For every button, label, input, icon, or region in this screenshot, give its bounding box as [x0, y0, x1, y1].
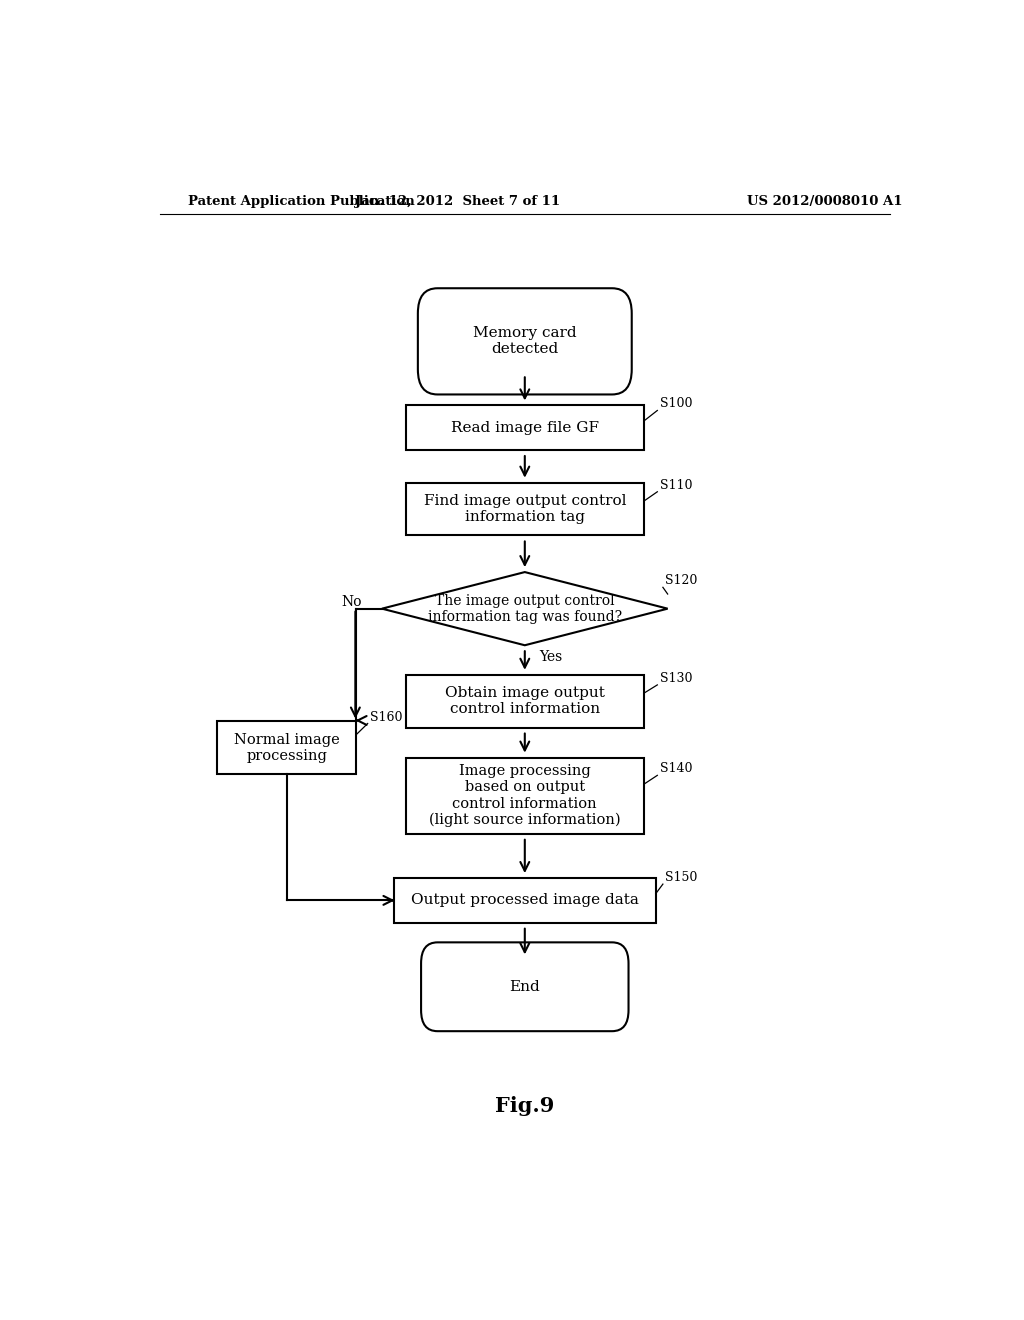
Text: Find image output control
information tag: Find image output control information ta… — [424, 494, 626, 524]
Text: S130: S130 — [659, 672, 692, 685]
Text: Patent Application Publication: Patent Application Publication — [187, 194, 415, 207]
Text: No: No — [342, 594, 362, 609]
Bar — [406, 405, 644, 450]
Polygon shape — [382, 572, 668, 645]
Text: Jan. 12, 2012  Sheet 7 of 11: Jan. 12, 2012 Sheet 7 of 11 — [354, 194, 560, 207]
Text: S160: S160 — [370, 710, 402, 723]
Text: Image processing
based on output
control information
(light source information): Image processing based on output control… — [429, 764, 621, 828]
Text: S100: S100 — [659, 397, 692, 411]
Text: S120: S120 — [666, 574, 697, 587]
Text: S140: S140 — [659, 763, 692, 775]
Text: S150: S150 — [666, 871, 697, 884]
Text: Memory card
detected: Memory card detected — [473, 326, 577, 356]
Bar — [406, 758, 644, 834]
FancyBboxPatch shape — [418, 288, 632, 395]
Text: Normal image
processing: Normal image processing — [233, 733, 340, 763]
Bar — [394, 878, 655, 923]
Text: Yes: Yes — [539, 651, 562, 664]
Text: Output processed image data: Output processed image data — [411, 894, 639, 907]
Text: End: End — [509, 979, 541, 994]
Text: The image output control
information tag was found?: The image output control information tag… — [428, 594, 622, 624]
Text: Read image file GF: Read image file GF — [451, 421, 599, 434]
Text: S110: S110 — [659, 479, 692, 492]
Bar — [217, 722, 356, 775]
Text: Fig.9: Fig.9 — [496, 1096, 554, 1115]
FancyBboxPatch shape — [421, 942, 629, 1031]
Text: US 2012/0008010 A1: US 2012/0008010 A1 — [748, 194, 902, 207]
Bar — [406, 675, 644, 727]
Text: Obtain image output
control information: Obtain image output control information — [444, 686, 605, 717]
Bar — [406, 483, 644, 536]
